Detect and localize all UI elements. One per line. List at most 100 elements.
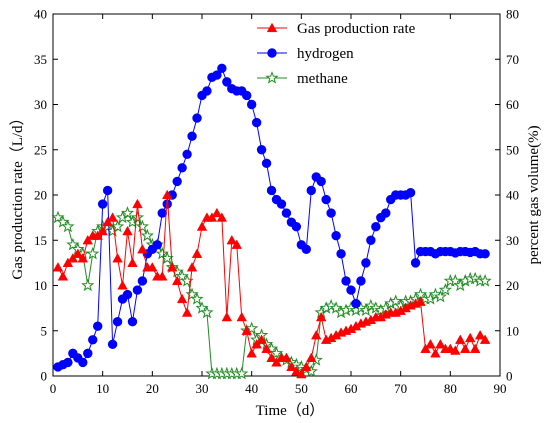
data-point [291,366,302,376]
data-point [286,361,297,372]
data-point [102,185,113,196]
data-point [366,235,376,245]
y-right-tick-label: 0 [506,369,513,384]
data-point [78,357,88,368]
data-point [438,283,452,296]
data-point [460,343,471,353]
data-point [281,352,292,362]
data-point [478,274,492,287]
y-left-tick-label: 5 [41,323,48,338]
data-point [88,335,98,345]
data-point [122,225,133,236]
legend-item: hydrogen [257,46,354,62]
data-point [127,317,138,327]
legend-label: hydrogen [297,46,354,62]
x-tick-label: 0 [50,381,57,396]
data-point [112,317,123,327]
data-point [435,339,446,349]
data-point [182,149,192,159]
data-point [77,253,89,263]
data-point [211,207,223,218]
data-point [226,234,238,245]
data-point [132,285,143,295]
data-point [415,296,426,306]
series-gas-production-rate [52,189,491,379]
data-point [83,348,93,359]
data-point [175,269,189,283]
series-layer [51,63,492,380]
data-point [200,305,214,319]
y-axis-right-title: percent gas volume(%) [526,125,542,264]
data-point [291,221,302,232]
data-point [127,257,138,267]
data-point [81,278,95,292]
x-tick-label: 50 [295,381,308,396]
data-point [192,113,202,123]
x-tick-label: 20 [146,381,159,396]
data-point [97,199,108,209]
data-point [122,289,133,300]
legend-label: Gas production rate [297,21,416,37]
data-point [63,357,73,368]
data-point [137,243,148,254]
legend-marker [265,71,279,84]
data-point [331,231,341,241]
data-point [296,368,307,379]
data-point [315,311,327,322]
data-point [361,258,371,268]
y-right-tick-label: 50 [506,142,519,157]
data-point [242,90,252,101]
data-point [162,189,173,200]
data-point [251,117,262,128]
data-point [480,249,490,259]
data-point [171,275,183,286]
data-point [336,249,346,259]
data-point [306,352,317,362]
legend-item: methane [257,71,348,87]
data-point [186,262,198,272]
x-tick-label: 80 [444,381,457,396]
data-point [371,221,381,232]
data-point [276,199,287,209]
data-point [464,332,476,343]
data-point [212,70,222,80]
data-point [166,262,178,272]
data-point [474,329,486,340]
data-point [321,194,331,205]
legend-item: Gas production rate [257,21,416,37]
data-point [172,176,182,187]
legend-marker [266,22,278,33]
y-left-tick-label: 10 [34,278,47,293]
data-point [410,258,421,268]
data-point [52,262,64,272]
data-point [301,361,312,372]
x-axis-title: Time（d） [256,402,325,419]
y-left-tick-label: 30 [34,97,47,112]
data-point [216,212,228,222]
data-point [155,246,169,260]
data-point [245,321,259,335]
data-point [235,366,249,380]
x-tick-label: 10 [96,381,109,396]
y-right-tick-label: 80 [506,7,519,22]
data-point [61,219,75,233]
x-tick-label: 90 [494,381,507,396]
data-point [57,271,69,281]
legend: Gas production rate hydrogen methane [257,21,416,87]
y-left-tick-label: 15 [34,233,47,248]
data-point [231,239,242,249]
data-point [217,63,227,74]
data-point [256,334,267,344]
data-point [246,348,257,358]
data-point [93,321,103,331]
data-point [86,246,100,260]
data-point [261,343,272,353]
data-point [177,163,187,173]
data-point [202,86,212,96]
data-point [120,206,135,219]
data-point [147,262,158,272]
data-point [281,208,292,218]
data-point [152,240,163,250]
